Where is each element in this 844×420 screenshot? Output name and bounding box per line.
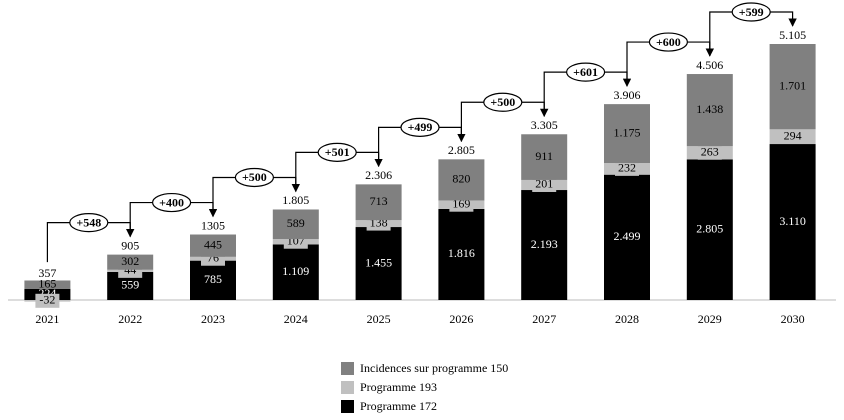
value-label: 302 [121,254,139,268]
x-tick-label: 2029 [698,312,722,326]
total-label: 905 [121,238,139,252]
bar-segment [438,208,485,300]
annotation: +499 [408,120,433,134]
value-label: 713 [370,194,388,208]
annotation-oval [731,2,771,22]
value-label: 559 [121,278,139,292]
bar-segment [604,104,650,164]
x-tick-label: 2026 [449,312,473,326]
value-label: 2.499 [614,229,641,243]
total-label: 3.906 [614,88,641,102]
legend-swatch [341,400,354,413]
total-label: 4.506 [696,58,723,72]
total-label: 1.805 [282,193,309,207]
annotation: +501 [325,145,350,159]
value-label: 294 [784,128,802,142]
annotation: +500 [242,170,267,184]
label-box [532,177,557,192]
bar-segment [107,254,154,270]
legend-label: Programme 193 [360,380,437,394]
annotation: +500 [490,95,515,109]
bar-segment [24,280,71,289]
legend-swatch [341,362,354,375]
annotation: +599 [739,5,764,19]
annotation-oval [317,142,357,162]
bar-segment [604,174,650,300]
bar-segment [190,260,236,300]
bar-segment [521,134,568,180]
bar-segment [272,244,319,300]
x-tick-label: 2022 [118,312,142,326]
value-label: 445 [204,237,222,251]
total-label: 1305 [201,218,225,232]
bar-segment [355,184,402,221]
bar-segment [686,159,733,300]
total-label: 357 [38,266,56,280]
x-tick-label: 2023 [201,312,225,326]
bar-segment [686,74,733,147]
value-label: 165 [38,276,56,290]
label-box [449,197,474,212]
bar-segment [272,209,319,240]
value-label: 3.110 [779,214,806,228]
annotation: +548 [76,215,101,229]
value-label: 1.816 [448,246,475,260]
annotation-oval [234,167,274,188]
bar-segment [521,190,568,300]
label-box [697,145,722,160]
annotation-oval [152,192,192,213]
bar-segment [438,159,485,201]
value-label: -32 [39,293,55,307]
value-label: 1.109 [282,264,309,278]
value-label: 911 [535,149,553,163]
annotation-oval [69,213,109,233]
x-tick-label: 2030 [781,312,805,326]
annotation: +601 [573,65,598,79]
legend-label: Programme 172 [360,399,437,413]
value-label: 1.175 [614,125,641,139]
total-label: 2.306 [365,168,392,182]
annotation-oval [400,117,440,137]
value-label: 1.438 [696,102,723,116]
x-tick-label: 2021 [35,312,59,326]
label-box [35,293,60,308]
bar-segment [355,227,402,300]
value-label: 1.455 [365,255,392,269]
x-tick-label: 2024 [284,312,308,326]
x-tick-label: 2027 [532,312,556,326]
value-label: 1.701 [779,78,806,92]
annotation-oval [565,62,606,82]
annotation-oval [648,32,689,52]
x-tick-label: 2028 [615,312,639,326]
bar-segment [769,44,816,130]
x-tick-label: 2025 [367,312,391,326]
value-label: 589 [287,216,305,230]
annotation-oval [483,92,523,112]
value-label: 201 [535,177,553,191]
value-label: 2.805 [696,221,723,235]
annotation: +400 [159,195,184,209]
value-label: 820 [452,172,470,186]
total-label: 3.305 [531,118,558,132]
label-box [615,161,639,176]
legend-label: Incidences sur programme 150 [360,361,508,375]
label-box [780,129,805,144]
value-label: 263 [701,144,719,158]
bar-segment [190,234,236,257]
bar-segment [769,144,816,300]
total-label: 2.805 [448,143,475,157]
total-label: 5.105 [779,28,806,42]
value-label: 232 [618,161,636,175]
annotation: +600 [656,35,681,49]
legend-swatch [341,381,354,394]
value-label: 785 [204,272,222,286]
value-label: 2.193 [531,237,558,251]
